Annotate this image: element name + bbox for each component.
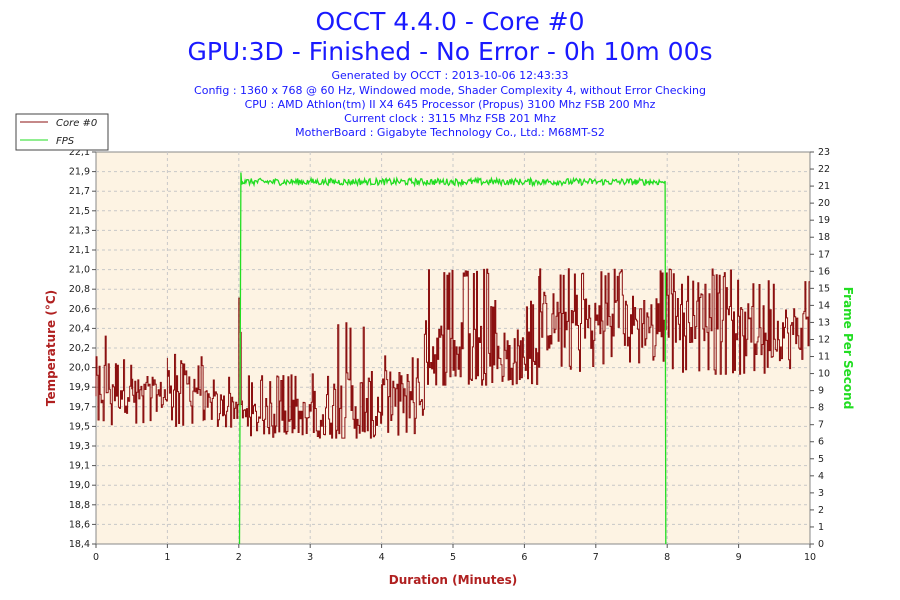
y-tick-label: 21,7 (69, 186, 90, 197)
y-tick-label: 21,5 (69, 206, 90, 217)
x-tick-label: 8 (664, 552, 670, 563)
y2-tick-label: 20 (818, 198, 830, 209)
info-line-generated: Generated by OCCT : 2013-10-06 12:43:33 (331, 69, 568, 82)
y2-tick-label: 15 (818, 283, 830, 294)
y2-tick-label: 21 (818, 181, 830, 192)
y2-tick-label: 11 (818, 352, 830, 363)
y-tick-label: 21,9 (69, 167, 90, 178)
x-axis-title: Duration (Minutes) (389, 573, 517, 587)
y2-tick-label: 3 (818, 488, 824, 499)
series-fps-line (238, 172, 667, 545)
y-tick-label: 19,7 (69, 402, 90, 413)
y2-tick-label: 0 (818, 539, 824, 550)
y-tick-label: 19,0 (69, 480, 90, 491)
y2-tick-label: 8 (818, 403, 824, 414)
x-tick-label: 2 (236, 552, 242, 563)
y-tick-label: 20,0 (69, 363, 90, 374)
y2-tick-label: 22 (818, 164, 830, 175)
x-tick-label: 10 (804, 552, 816, 563)
y2-tick-label: 18 (818, 232, 830, 243)
info-line-config: Config : 1360 x 768 @ 60 Hz, Windowed mo… (194, 84, 706, 97)
x-tick-label: 9 (736, 552, 742, 563)
y-tick-label: 20,6 (69, 304, 90, 315)
info-line-clock: Current clock : 3115 Mhz FSB 201 Mhz (344, 112, 556, 125)
x-tick-label: 5 (450, 552, 456, 563)
y-tick-label: 18,6 (69, 519, 90, 530)
y-tick-label: 21,3 (69, 225, 90, 236)
series-core0-line (95, 268, 810, 439)
y2-tick-label: 13 (818, 317, 830, 328)
y2-tick-label: 5 (818, 454, 824, 465)
x-tick-label: 1 (164, 552, 170, 563)
y-tick-label: 20,2 (69, 343, 90, 354)
y2-tick-label: 19 (818, 215, 830, 226)
y2-tick-label: 17 (818, 249, 830, 260)
x-tick-label: 4 (379, 552, 385, 563)
info-line-motherboard: MotherBoard : Gigabyte Technology Co., L… (295, 126, 605, 139)
legend-box (15, 113, 109, 151)
y2-tick-label: 4 (818, 471, 824, 482)
y2-tick-label: 10 (818, 369, 830, 380)
chart-subtitle: GPU:3D - Finished - No Error - 0h 10m 00… (187, 37, 712, 66)
x-tick-label: 7 (593, 552, 599, 563)
y2-tick-label: 12 (818, 334, 830, 345)
y2-axis-title: Frame Per Second (841, 287, 855, 410)
y-tick-label: 19,5 (69, 421, 90, 432)
axis-ticks: 0 1 2 3 4 5 6 7 8 9 1018,418,618,819,019,119,319,5… (69, 147, 830, 563)
y2-tick-label: 16 (818, 266, 830, 277)
y-tick-label: 18,8 (69, 500, 90, 511)
y-axis-title: Temperature (°C) (44, 290, 58, 406)
y-tick-label: 20,4 (69, 323, 90, 334)
y-tick-label: 18,4 (69, 539, 90, 550)
x-tick-label: 6 (521, 552, 527, 563)
y-tick-label: 21,1 (69, 245, 90, 256)
legend-label-fps: FPS (56, 136, 75, 147)
chart-title: OCCT 4.4.0 - Core #0 (316, 7, 585, 36)
y-tick-label: 19,1 (69, 461, 90, 472)
y2-tick-label: 2 (818, 505, 824, 516)
series (95, 172, 810, 545)
y2-tick-label: 23 (818, 147, 830, 158)
y2-tick-label: 14 (818, 300, 830, 311)
y-tick-label: 21,0 (69, 265, 90, 276)
y-tick-label: 20,8 (69, 284, 90, 295)
y2-tick-label: 9 (818, 386, 824, 397)
x-tick-label: 3 (307, 552, 313, 563)
x-tick-label: 0 (93, 552, 99, 563)
y2-tick-label: 1 (818, 522, 824, 533)
legend: Core #0 FPS (15, 113, 109, 151)
y-tick-label: 19,9 (69, 382, 90, 393)
y-tick-label: 19,3 (69, 441, 90, 452)
legend-label-core: Core #0 (56, 118, 97, 129)
info-line-cpu: CPU : AMD Athlon(tm) II X4 645 Processor… (245, 98, 656, 111)
y2-tick-label: 6 (818, 437, 824, 448)
y-tick-label: 22,1 (69, 147, 90, 158)
y2-tick-label: 7 (818, 420, 824, 431)
